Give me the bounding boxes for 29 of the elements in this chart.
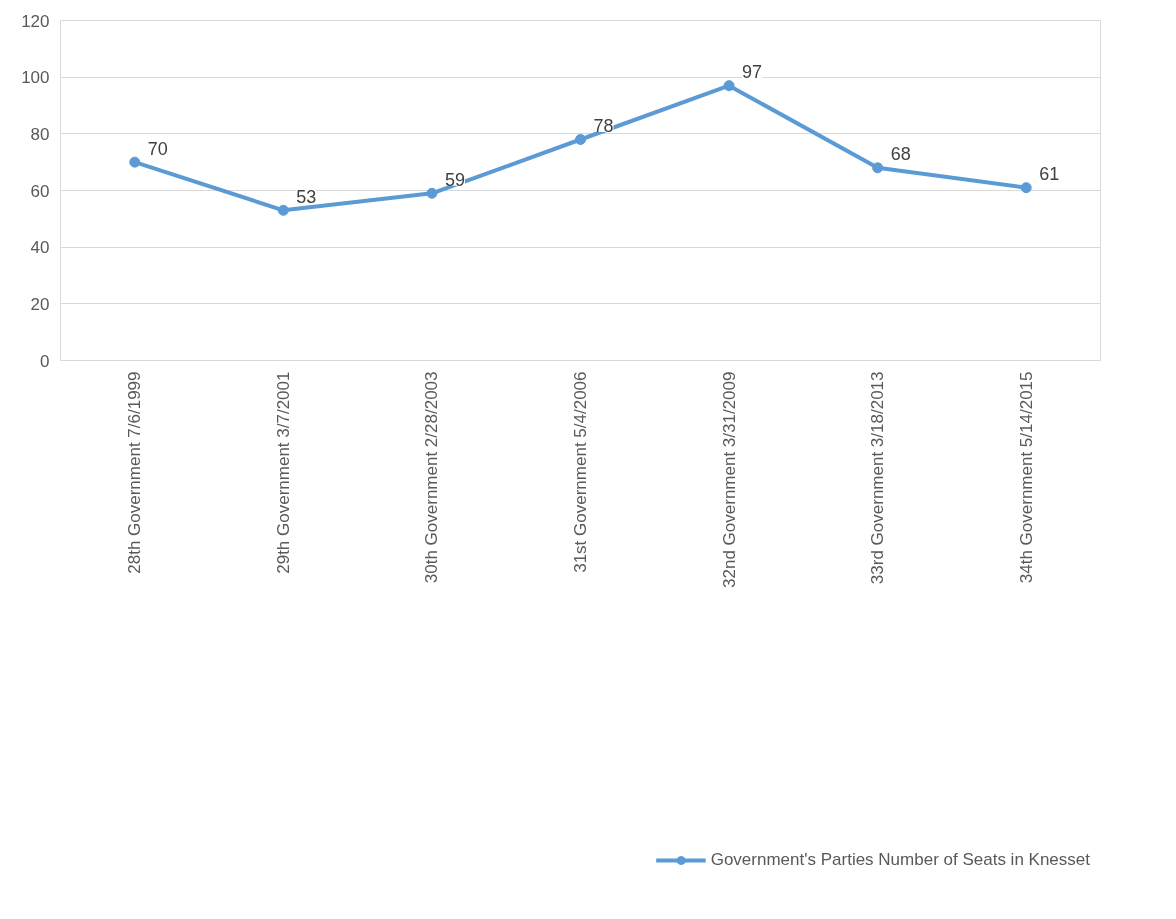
data-label: 53 — [296, 186, 317, 207]
data-label: 59 — [444, 169, 465, 190]
point — [872, 162, 884, 174]
y-tick-label: 80 — [30, 124, 50, 144]
data-label: 70 — [147, 138, 168, 159]
y-tick-label: 120 — [21, 11, 50, 31]
x-tick-label: 32nd Government 3/31/2009 — [719, 371, 739, 588]
y-tick-label: 40 — [30, 238, 50, 258]
point — [575, 134, 586, 145]
data-label: 61 — [1039, 164, 1060, 185]
x-tick-label: 33rd Government 3/18/2013 — [868, 371, 888, 585]
data-label: 97 — [742, 62, 763, 83]
x-tick-label: 28th Government 7/6/1999 — [125, 371, 145, 574]
x-tick-label: 31st Government 5/4/2006 — [571, 371, 590, 573]
data-label: 78 — [593, 116, 614, 136]
y-tick-label: 100 — [21, 68, 50, 88]
x-tick-label: 34th Government 5/14/2015 — [1016, 371, 1036, 584]
point — [426, 187, 438, 199]
y-tick-label: 60 — [30, 181, 50, 201]
data-label: 68 — [890, 144, 911, 165]
point — [1020, 182, 1032, 194]
point — [129, 156, 141, 168]
y-tick-label: 20 — [30, 294, 50, 314]
x-tick-label: 30th Government 2/28/2003 — [422, 371, 442, 584]
point — [723, 80, 735, 92]
x-tick-label: 29th Government 3/7/2001 — [273, 371, 293, 574]
legend-label: Government's Parties Number of Seats in Knesset — [710, 850, 1090, 870]
y-tick-label: 0 — [40, 351, 50, 371]
point — [277, 204, 289, 216]
